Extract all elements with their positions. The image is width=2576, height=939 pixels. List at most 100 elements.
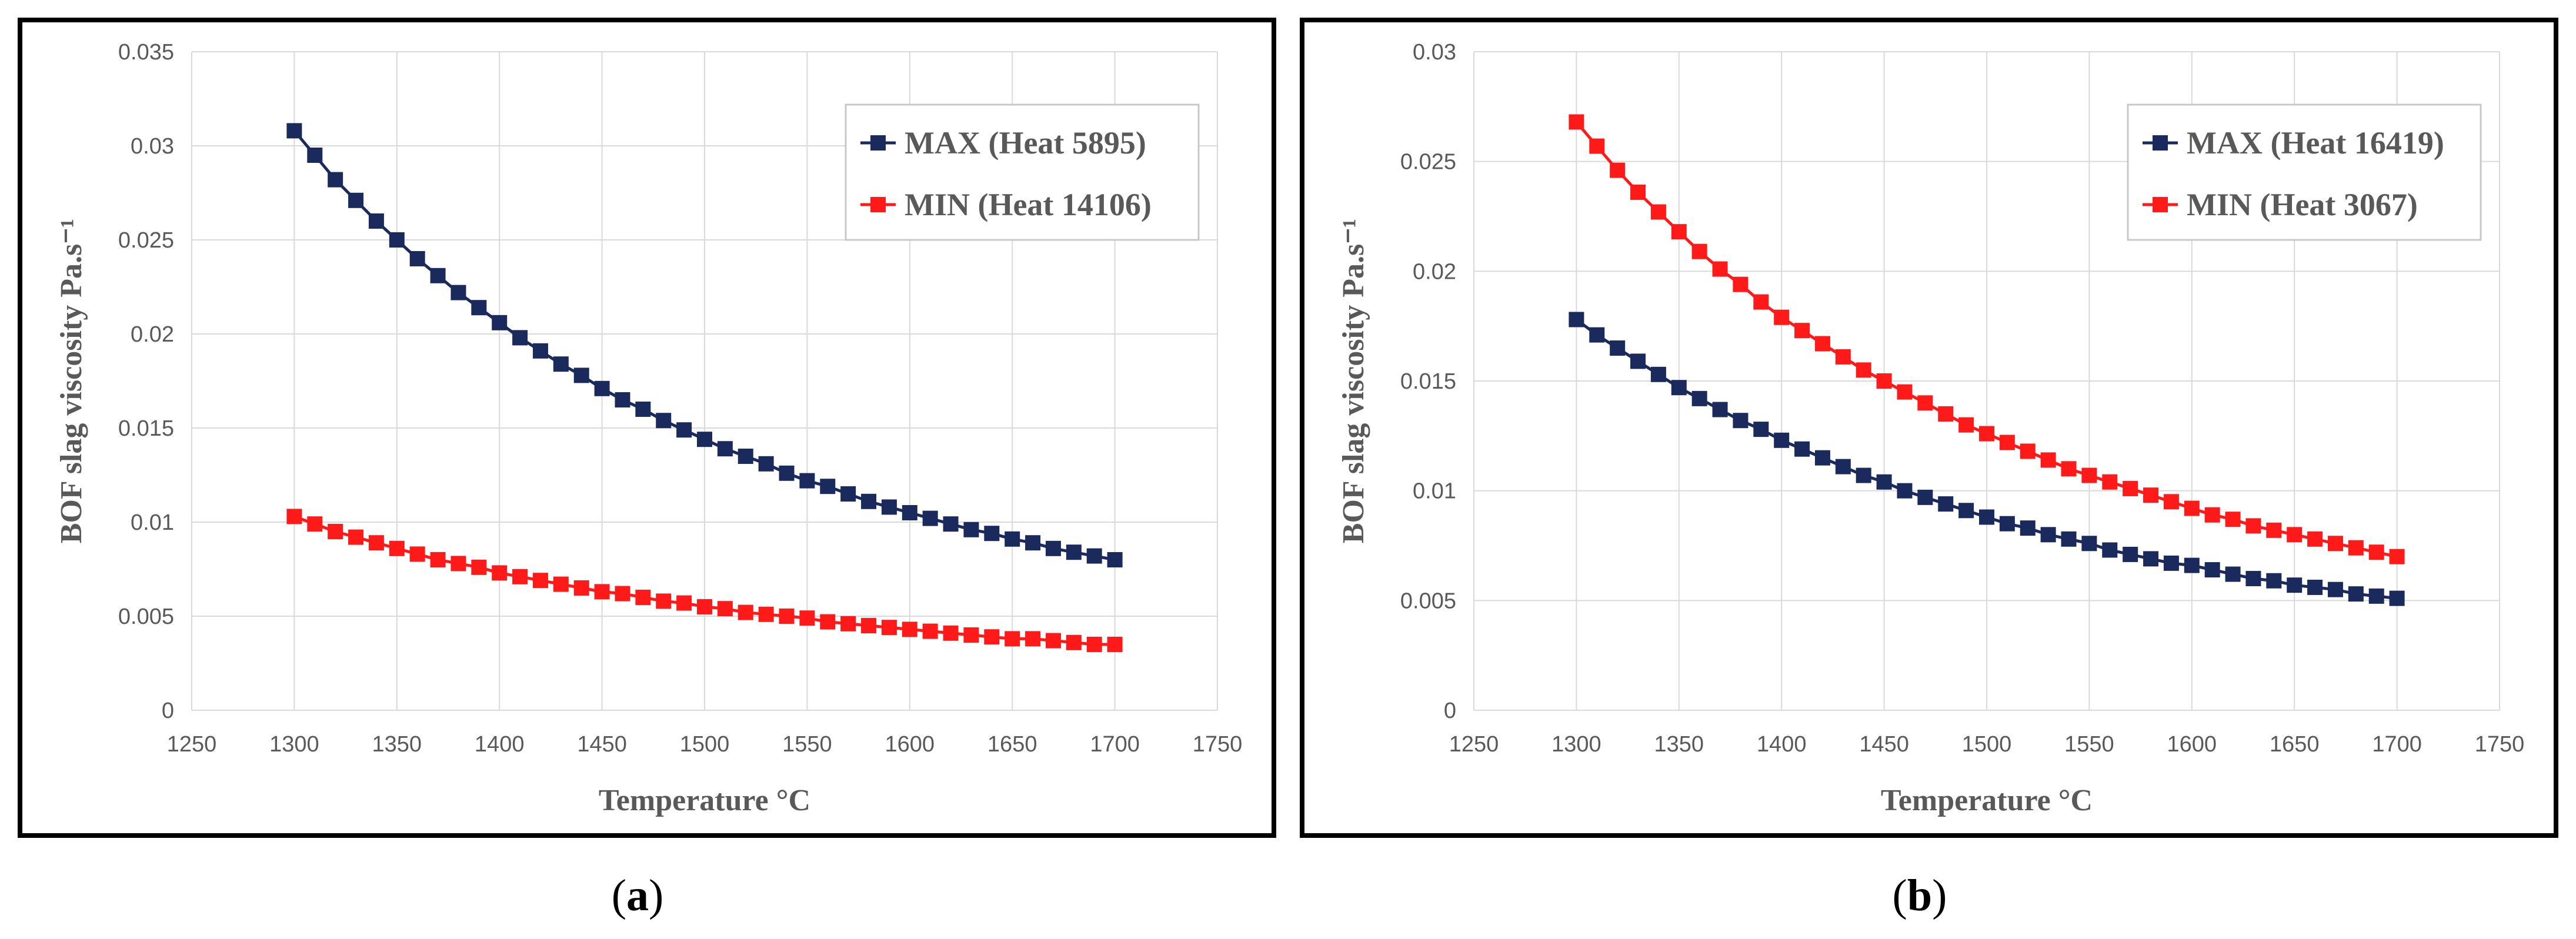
data-point [861,618,877,633]
y-tick-label: 0.03 [1413,40,1456,65]
data-point [2245,518,2261,534]
y-tick-label: 0 [1444,699,1456,723]
data-point [840,616,856,631]
y-tick-label: 0.015 [118,416,174,441]
data-point [943,516,959,532]
data-point [553,576,569,592]
data-point [1917,395,1933,411]
data-point [573,367,589,383]
y-tick-label: 0.025 [1400,150,1456,175]
x-tick-label: 1650 [987,732,1037,757]
data-point [779,609,795,624]
data-point [1999,435,2015,450]
x-tick-label: 1550 [782,732,832,757]
data-point [389,232,405,248]
y-tick-label: 0.035 [118,40,174,65]
data-point [1589,138,1605,154]
data-point [1045,633,1061,649]
data-point [594,584,610,600]
data-point [2184,500,2200,516]
x-tick-label: 1400 [475,732,525,757]
data-point [1753,294,1769,310]
data-point [635,402,651,417]
legend-label: MIN (Heat 3067) [2187,187,2418,222]
data-point [902,621,917,637]
x-tick-label: 1750 [1193,732,1243,757]
x-tick-label: 1550 [2064,732,2114,757]
data-point [2040,527,2056,543]
data-point [1107,552,1123,567]
data-point [758,456,774,472]
data-point [799,473,815,489]
y-axis-title: BOF slag viscosity Pa.s⁻¹ [55,219,88,543]
data-point [389,540,405,556]
legend-box [2127,103,2482,241]
data-point [451,556,466,572]
data-point [1897,384,1913,400]
data-point [1794,323,1810,339]
data-point [635,590,651,605]
data-point [1774,309,1790,325]
data-point [2348,540,2364,556]
data-point [2368,544,2384,560]
data-point [2163,555,2179,571]
data-point [348,192,364,208]
chart-a-svg: 1250 1300 1350 1400 1450 1500 1550 1600 1650 1700… [55,40,1243,817]
data-point [2204,507,2220,523]
data-point [1835,459,1851,474]
y-tick-label: 0.015 [1400,369,1456,394]
data-point [2020,443,2036,459]
x-tick-label: 1600 [885,732,935,757]
data-point [1856,467,1871,483]
data-point [2081,536,2097,552]
data-point [1107,637,1123,652]
data-point [2163,494,2179,510]
data-point [2287,577,2303,593]
x-tick-label: 1700 [1090,732,1140,757]
data-point [1650,366,1666,382]
data-point [532,343,548,359]
data-point [1938,496,1954,512]
data-point [2287,527,2303,543]
data-point [840,486,856,502]
data-point [2266,573,2282,589]
data-point [1671,380,1687,396]
data-point [717,601,733,617]
data-point [984,629,1000,645]
data-point [2040,452,2056,468]
data-point [2225,566,2241,582]
data-point [368,535,384,551]
data-point [1045,540,1061,556]
data-point [1650,204,1666,220]
data-point [286,123,302,139]
x-tick-label: 1500 [1962,732,2012,757]
data-point [615,586,630,602]
data-point [1691,243,1707,259]
legend-marker [870,135,886,151]
data-point [1774,432,1790,448]
data-point [2123,480,2138,496]
x-tick-label: 1500 [680,732,730,757]
data-point [902,505,917,520]
x-tick-label: 1300 [269,732,319,757]
legend-marker [870,197,886,212]
data-point [2389,590,2405,606]
data-point [512,569,528,584]
data-point [984,526,1000,542]
data-point [409,251,425,266]
data-point [471,559,487,575]
legend-box [845,103,1200,241]
data-point [492,315,508,330]
data-point [573,580,589,596]
x-tick-label: 1250 [1449,732,1499,757]
data-point [861,493,877,509]
data-point [1979,509,1994,525]
legend-marker [2153,197,2168,212]
data-point [2081,467,2097,483]
y-tick-label: 0.02 [131,322,174,347]
data-point [2102,474,2118,490]
data-point [2307,531,2323,547]
data-point [2266,522,2282,538]
data-point [1589,327,1605,343]
data-point [676,422,692,438]
